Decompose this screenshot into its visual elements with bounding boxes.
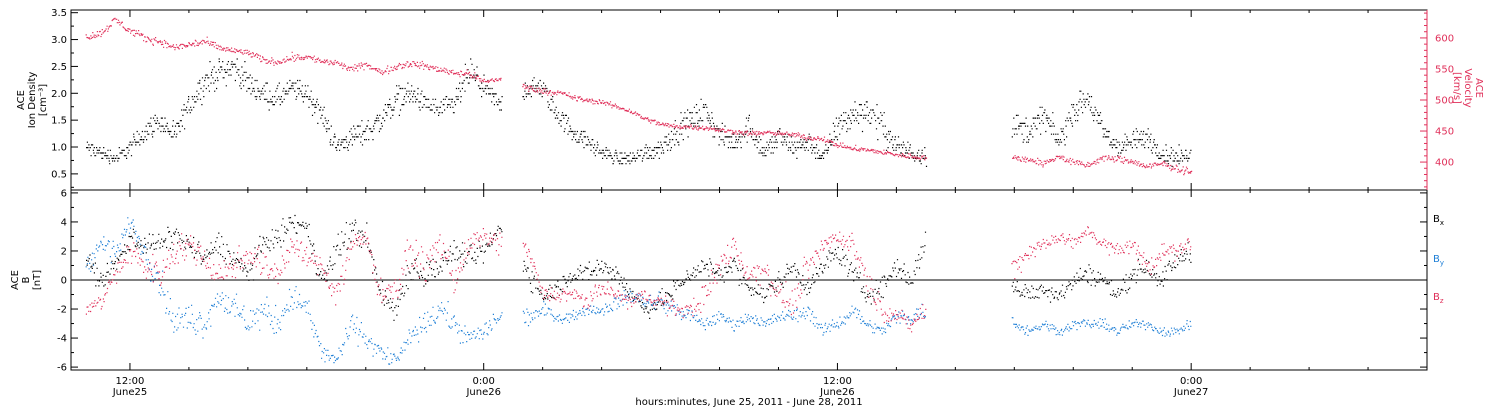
y-tick-label-right: 500 xyxy=(1435,96,1454,107)
y-tick-label-left: -4 xyxy=(57,334,67,345)
y-axis-label-bottom: ACEB[nT] xyxy=(10,270,43,290)
bz-points xyxy=(85,226,1192,333)
legend-bx: Bx xyxy=(1433,214,1444,227)
y-tick-label-left: 1.5 xyxy=(51,116,67,127)
top-panel-frame xyxy=(70,9,1428,191)
y-tick-label-left: -2 xyxy=(57,305,67,316)
x-tick-label: 0:00 xyxy=(472,376,494,387)
y-tick-label-right: 400 xyxy=(1435,158,1454,169)
y-tick-label-left: 0 xyxy=(61,276,67,287)
x-tick-label: 12:00 xyxy=(116,376,145,387)
legend-bz: Bz xyxy=(1433,292,1444,305)
y-tick-label-left: 3.0 xyxy=(51,35,67,46)
y-tick-label-left: 2 xyxy=(61,246,67,257)
x-tick-label: 0:00 xyxy=(1180,376,1202,387)
bx-points xyxy=(86,214,1192,321)
y-tick-label-left: -6 xyxy=(57,363,67,374)
x-tick-day-label: June26 xyxy=(819,387,855,398)
y-tick-label-right: 450 xyxy=(1435,127,1454,138)
x-tick-day-label: June27 xyxy=(1173,387,1209,398)
y-tick-label-right: 550 xyxy=(1435,64,1454,75)
y-tick-label-left: 2.0 xyxy=(51,89,67,100)
y-axis-label-left: ACEIon Density[cm⁻³] xyxy=(16,72,49,129)
y-tick-label-left: 6 xyxy=(61,188,67,199)
axis-labels: 12:00June250:00June2612:00June260:00June… xyxy=(10,8,1484,398)
density-points xyxy=(86,58,1192,167)
x-tick-day-label: June25 xyxy=(112,387,148,398)
x-axis-title: hours:minutes, June 25, 2011 - June 28, … xyxy=(635,397,862,408)
legend-by: By xyxy=(1433,254,1444,267)
y-axis-label-right: ACEVelocity[km/s] xyxy=(1451,68,1484,107)
y-tick-label-left: 0.5 xyxy=(51,169,67,180)
axis-ticks xyxy=(70,10,1428,370)
by-points xyxy=(85,217,1192,365)
velocity-points xyxy=(85,17,1193,176)
y-tick-label-right: 600 xyxy=(1435,33,1454,44)
x-tick-day-label: June26 xyxy=(465,387,501,398)
y-tick-label-left: 3.5 xyxy=(51,8,67,19)
data-points xyxy=(85,17,1193,365)
y-tick-label-left: 4 xyxy=(61,217,67,228)
y-tick-label-left: 1.0 xyxy=(51,143,67,154)
x-tick-label: 12:00 xyxy=(823,376,852,387)
y-tick-label-left: 2.5 xyxy=(51,62,67,73)
